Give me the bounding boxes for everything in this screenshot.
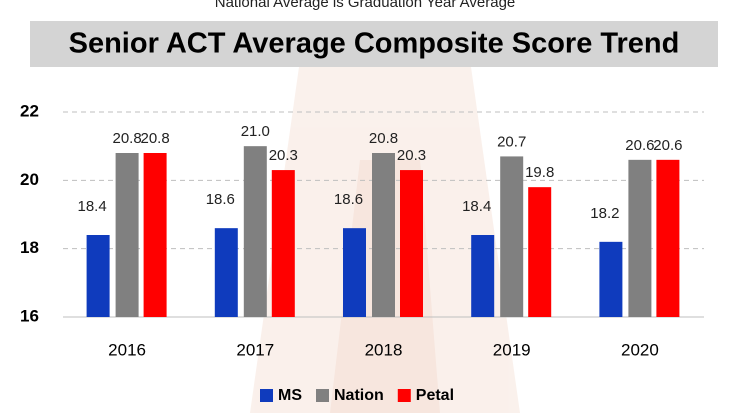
value-label: 20.3 xyxy=(397,147,426,164)
value-label: 20.3 xyxy=(269,147,298,164)
chart-subtitle: National Average is Graduation Year Aver… xyxy=(215,0,516,11)
legend-swatch xyxy=(260,389,273,402)
bar xyxy=(500,156,523,317)
legend-swatch xyxy=(398,389,411,402)
y-tick-label: 22 xyxy=(20,101,39,120)
bar xyxy=(599,242,622,317)
bar xyxy=(471,235,494,317)
bar xyxy=(272,170,295,317)
value-label: 20.8 xyxy=(369,130,398,147)
legend-swatch xyxy=(316,389,329,402)
bar xyxy=(400,170,423,317)
y-tick-label: 16 xyxy=(20,306,39,325)
x-tick-label: 2018 xyxy=(365,340,403,359)
value-label: 20.8 xyxy=(140,130,169,147)
value-label: 18.4 xyxy=(462,198,491,215)
legend-label: Petal xyxy=(416,387,454,404)
value-label: 20.7 xyxy=(497,133,526,150)
x-tick-label: 2017 xyxy=(236,340,274,359)
chart: National Average is Graduation Year Aver… xyxy=(0,0,731,413)
bar xyxy=(215,228,238,317)
bar xyxy=(87,235,110,317)
value-label: 20.8 xyxy=(112,130,141,147)
bar xyxy=(144,153,167,317)
legend-label: MS xyxy=(278,387,302,404)
chart-title: Senior ACT Average Composite Score Trend xyxy=(69,28,680,60)
x-tick-label: 2016 xyxy=(108,340,146,359)
bar xyxy=(116,153,139,317)
bar xyxy=(244,146,267,317)
value-label: 18.4 xyxy=(77,198,106,215)
bar xyxy=(528,187,551,317)
x-tick-label: 2019 xyxy=(493,340,531,359)
bar xyxy=(656,160,679,317)
value-label: 18.2 xyxy=(590,205,619,222)
y-tick-label: 18 xyxy=(20,238,39,257)
value-label: 19.8 xyxy=(525,164,554,181)
bar xyxy=(372,153,395,317)
value-label: 20.6 xyxy=(653,137,682,154)
y-tick-label: 20 xyxy=(20,170,39,189)
legend-label: Nation xyxy=(334,387,384,404)
value-label: 20.6 xyxy=(625,137,654,154)
bar xyxy=(343,228,366,317)
bar xyxy=(628,160,651,317)
value-label: 18.6 xyxy=(334,191,363,208)
x-tick-label: 2020 xyxy=(621,340,659,359)
value-label: 18.6 xyxy=(206,191,235,208)
value-label: 21.0 xyxy=(241,123,270,140)
